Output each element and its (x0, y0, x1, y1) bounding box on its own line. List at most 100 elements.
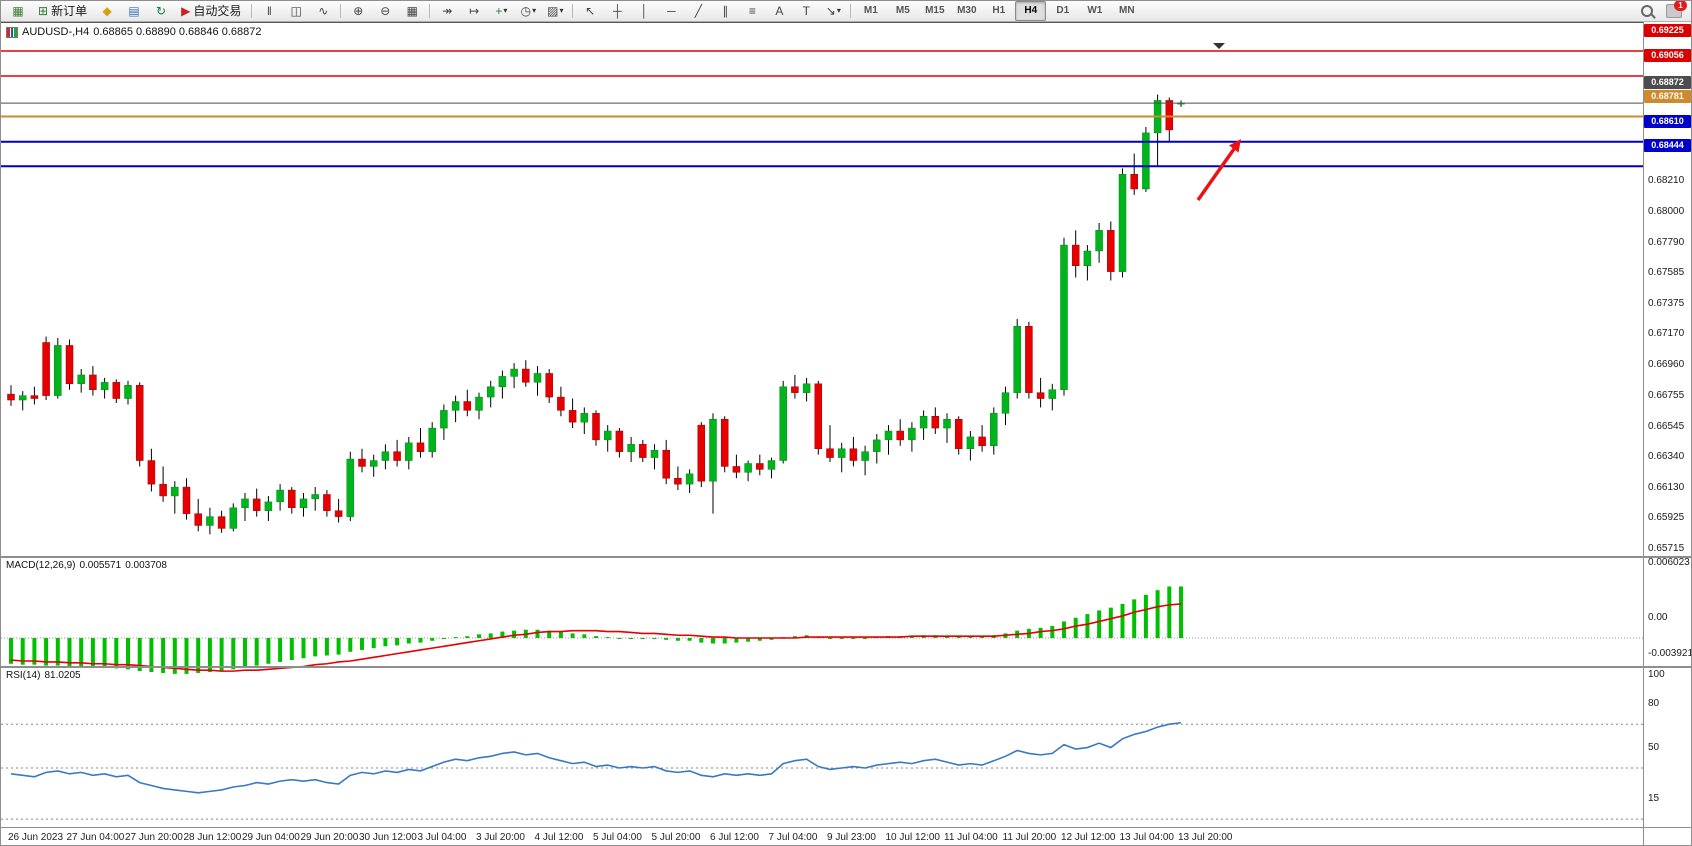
rsi-value: 81.0205 (44, 670, 81, 681)
shapes-icon: ↘ (825, 4, 836, 18)
symbol-timeframe-label: AUDUSD-,H4 (22, 26, 90, 38)
market-watch-icon: ◆ (102, 4, 112, 18)
time-axis[interactable]: 26 Jun 2023 27 Jun 04:00 27 Jun 20:00 28 Ju… (1, 828, 1643, 845)
timeframe-m15[interactable]: M15 (925, 5, 945, 16)
chart-area[interactable] (1, 21, 1691, 845)
timeframe-h4[interactable]: H4 (1015, 1, 1047, 21)
rsi-label: RSI(14) 81.0205 (6, 670, 85, 681)
panel-separator-macd[interactable] (1, 556, 1691, 558)
zoom-out-button[interactable]: ⊖ (372, 1, 398, 21)
chevron-down-icon: ▾ (503, 6, 508, 15)
new-order-button[interactable]: ⊞ 新订单 (32, 1, 93, 21)
price-axis-label: 0.67170 (1648, 328, 1685, 340)
channel-button[interactable]: ∥ (712, 1, 738, 21)
templates-button[interactable]: ▨ ▾ (542, 1, 568, 21)
chevron-down-icon: ▾ (532, 6, 537, 15)
toolbar: ▦ ⊞ 新订单 ◆ ▤ ↻ ▶ 自动交易 ‖ ◫ ∿ ⊕ ⊖ ▦ ↠ ↦ + ▾ ◷ ▾ ▨ ▾ ↖ ┼ │ ─ ╱ ∥ ≡ A T ↘ ▾ M1… (1, 1, 1691, 22)
vertical-line-button[interactable]: │ (631, 1, 657, 21)
rsi-axis-label: 80 (1648, 698, 1660, 710)
toolbar-separator (251, 4, 253, 18)
price-axis-label: 0.68210 (1648, 174, 1685, 186)
fibonacci-button[interactable]: ≡ (739, 1, 765, 21)
price-axis-label: 0.66545 (1648, 420, 1685, 432)
fibonacci-icon: ≡ (748, 4, 756, 18)
vertical-line-icon: │ (640, 4, 649, 18)
periods-button[interactable]: ◷ ▾ (515, 1, 541, 21)
ohlc-values: 0.68865 0.68890 0.68846 0.68872 (93, 26, 262, 38)
toolbar-separator (429, 4, 431, 18)
hlines-layer[interactable] (1, 50, 1643, 168)
timeframe-d1[interactable]: D1 (1056, 5, 1070, 16)
panel-separator-rsi[interactable] (1, 666, 1691, 668)
shapes-button[interactable]: ↘ ▾ (820, 1, 846, 21)
timeframe-m1[interactable]: M1 (863, 5, 878, 16)
templates-icon: ▨ (547, 4, 559, 18)
trendline-button[interactable]: ╱ (685, 1, 711, 21)
time-axis-label: 28 Jun 12:00 (183, 832, 242, 843)
chart-icon (6, 26, 18, 38)
horizontal-line-button[interactable]: ─ (658, 1, 684, 21)
auto-scroll-button[interactable]: ↠ (434, 1, 460, 21)
text-label-button[interactable]: T (793, 1, 819, 21)
tile-windows-button[interactable]: ▦ (399, 1, 425, 21)
crosshair-button[interactable]: ┼ (604, 1, 630, 21)
chart-title: AUDUSD-,H4 0.68865 0.68890 0.68846 0.688… (6, 26, 261, 38)
cursor-icon: ↖ (585, 4, 596, 18)
notifications-button[interactable]: 1 (1661, 1, 1687, 21)
timeframe-m30[interactable]: M30 (957, 5, 977, 16)
macd-label: MACD(12,26,9) 0.005571 0.003708 (6, 560, 171, 571)
price-axis-label: 0.66130 (1648, 481, 1685, 493)
timeframe-m5[interactable]: M5 (895, 5, 910, 16)
macd-name: MACD(12,26,9) (6, 560, 76, 571)
price-axis-label: 0.67375 (1648, 298, 1685, 310)
timeframe-h1[interactable]: H1 (992, 5, 1006, 16)
time-axis-label: 27 Jun 04:00 (66, 832, 125, 843)
navigator-button[interactable]: ↻ (148, 1, 174, 21)
chart-window-border (1, 22, 1691, 23)
time-axis-label: 30 Jun 12:00 (359, 832, 417, 843)
zoom-in-button[interactable]: ⊕ (345, 1, 371, 21)
notification-badge: 1 (1674, 1, 1687, 11)
toolbar-separator (850, 4, 852, 18)
macd-axis-label: -0.003921 (1648, 648, 1692, 660)
new-order-label: 新订单 (51, 4, 88, 18)
indicators-button[interactable]: + ▾ (488, 1, 514, 21)
time-axis-label: 26 Jun 2023 (8, 832, 64, 843)
auto-trading-button[interactable]: ▶ 自动交易 (175, 1, 247, 21)
time-axis-label: 13 Jul 20:00 (1178, 832, 1233, 843)
zoom-in-icon: ⊕ (353, 4, 364, 18)
new-chart-button[interactable]: ▦ (5, 1, 31, 21)
cursor-button[interactable]: ↖ (577, 1, 603, 21)
price-level-badge: 0.68781 (1644, 89, 1691, 103)
time-axis-label: 12 Jul 12:00 (1061, 832, 1116, 843)
bar-chart-button[interactable]: ‖ (256, 1, 282, 21)
new-chart-icon: ▦ (12, 4, 24, 18)
trend-arrow[interactable] (1196, 139, 1241, 202)
price-axis-label: 0.66340 (1648, 450, 1685, 462)
line-chart-button[interactable]: ∿ (310, 1, 336, 21)
candlestick-chart-button[interactable]: ◫ (283, 1, 309, 21)
price-axis-label: 0.66755 (1648, 389, 1685, 401)
horizontal-line-icon: ─ (667, 4, 676, 18)
chart-canvas[interactable] (1, 21, 1692, 846)
channel-icon: ∥ (722, 4, 729, 18)
market-watch-button[interactable]: ◆ (94, 1, 120, 21)
timeframe-mn[interactable]: MN (1119, 5, 1135, 16)
time-axis-label: 29 Jun 20:00 (300, 832, 359, 843)
timeframe-w1[interactable]: W1 (1087, 5, 1103, 16)
price-axis-label: 0.65925 (1648, 512, 1685, 523)
scroll-position-marker[interactable] (1213, 43, 1225, 49)
chevron-down-icon: ▾ (836, 6, 841, 15)
crosshair-icon: ┼ (613, 4, 622, 18)
chart-shift-button[interactable]: ↦ (461, 1, 487, 21)
search-button[interactable] (1634, 1, 1660, 21)
price-axis[interactable]: 0.68210 0.68000 0.67790 0.67585 0.67375 0.671… (1644, 22, 1692, 845)
text-label-icon: T (802, 4, 810, 18)
text-button[interactable]: A (766, 1, 792, 21)
macd-main-value: 0.005571 (79, 560, 122, 571)
price-axis-label: 0.67585 (1648, 267, 1685, 279)
data-window-button[interactable]: ▤ (121, 1, 147, 21)
trendline-icon: ╱ (694, 4, 702, 18)
line-chart-icon: ∿ (318, 4, 329, 18)
